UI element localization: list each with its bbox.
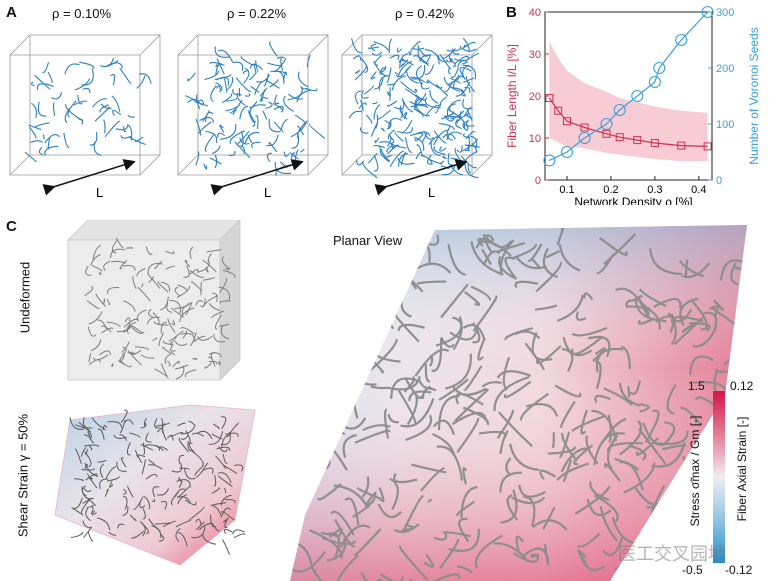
fiber-length-point (580, 123, 589, 132)
fiber-length-band (549, 41, 708, 162)
y-right-tick-label: 100 (716, 119, 734, 131)
voronoi-seeds-point (675, 33, 688, 47)
y-left-tick-label: 0 (535, 175, 541, 187)
undeformed-cube (67, 220, 241, 381)
colorbar-stress-label: Stress σ̃max / Gm [-] (688, 415, 702, 527)
y-left-tick-label: 40 (529, 7, 541, 19)
cube-1-length-arrow (42, 159, 136, 196)
cube-1-density-label: ρ = 0.10% (52, 6, 112, 21)
voronoi-seeds-point (600, 117, 613, 131)
colorbar-top-right: 0.12 (730, 379, 754, 393)
fiber-length-point (615, 133, 624, 142)
voronoi-seeds-point (631, 89, 644, 103)
shear-strain-label: Shear Strain γ = 50% (15, 413, 31, 538)
panel-a-letter: A (6, 4, 17, 21)
voronoi-seeds-point (648, 75, 661, 89)
voronoi-seeds-point (560, 145, 574, 159)
fiber-length-point (545, 94, 554, 103)
colorbar-top-left: 1.5 (688, 379, 705, 393)
fiber-length-point (633, 136, 642, 145)
voronoi-seeds-point (653, 61, 666, 75)
x-tick-label: 0.1 (559, 184, 574, 196)
y-left-axis-label: Fiber Length l/L [%] (505, 44, 519, 148)
colorbar-bottom-right: -0.12 (725, 563, 753, 577)
y-left-tick-label: 20 (529, 91, 541, 103)
voronoi-seeds-point (578, 131, 591, 145)
panel-c-small-cubes (54, 220, 256, 566)
watermark: 医工交叉园地 (618, 544, 726, 564)
panel-b-chart: 0.1 0.2 0.3 0.4 0 10 20 30 40 0 100 200 300 Network D… (505, 5, 761, 205)
y-right-tick-label: 0 (716, 175, 722, 187)
colorbar-strain-label: Fiber Axial Strain [-] (735, 416, 749, 522)
cube-3-length-arrow (374, 159, 468, 196)
voronoi-seeds-line (549, 11, 709, 161)
fiber-length-point (562, 117, 571, 126)
x-tick-label: 0.4 (691, 184, 706, 196)
undeformed-label: Undeformed (17, 261, 33, 334)
fiber-length-point (703, 142, 712, 151)
panel-a-cubes: L L L (9, 34, 493, 200)
panel-c-letter: C (6, 218, 17, 235)
cube-1: L (9, 34, 161, 200)
fiber-length-point (677, 141, 686, 150)
cube-3-density-label: ρ = 0.42% (395, 6, 455, 21)
fiber-length-point (650, 139, 659, 148)
fiber-length-line (548, 97, 708, 147)
y-right-axis-label: Number of Voronoi Seeds (747, 27, 761, 164)
cube-2-length-label: L (264, 185, 271, 200)
planar-view-label: Planar View (333, 233, 403, 248)
voronoi-seeds-point (701, 5, 714, 19)
voronoi-seeds-point (543, 154, 556, 167)
cube-2-length-arrow (210, 159, 304, 196)
y-left-tick-label: 30 (529, 49, 541, 61)
colorbar-bottom-left: -0.5 (682, 563, 703, 577)
cube-2: L (177, 34, 329, 200)
y-right-tick-label: 300 (716, 7, 734, 19)
colorbar (713, 391, 725, 563)
fiber-length-point (554, 106, 563, 115)
cube-2-density-label: ρ = 0.22% (227, 6, 287, 21)
x-tick-label: 0.2 (603, 184, 618, 196)
planar-view (290, 225, 747, 581)
y-right-tick-label: 200 (716, 63, 734, 75)
x-axis-label: Network Density ρ [%] (574, 195, 692, 205)
panel-b-letter: B (506, 4, 517, 21)
sheared-cube (54, 404, 256, 566)
cube-1-length-label: L (96, 185, 103, 200)
fiber-length-point (602, 129, 611, 138)
voronoi-seeds-point (613, 103, 626, 117)
y-left-tick-label: 10 (529, 133, 541, 145)
cube-3-length-label: L (428, 185, 435, 200)
cube-3: L (341, 34, 493, 200)
x-tick-label: 0.3 (647, 184, 662, 196)
